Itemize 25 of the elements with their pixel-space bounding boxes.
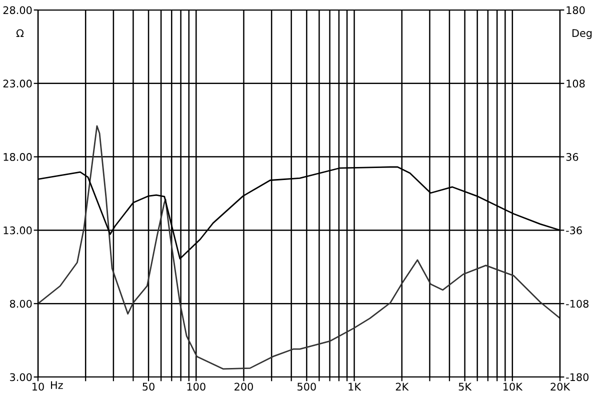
x-tick-label: 5K — [458, 382, 472, 391]
y-tick-label: 8.00 — [10, 300, 32, 308]
y2-tick-label: 180 — [566, 6, 585, 14]
x-tick-label: 500 — [298, 382, 316, 391]
y-tick-label: 18.00 — [4, 153, 32, 161]
y2-tick-label: -180 — [566, 373, 589, 382]
y-tick-label: 23.00 — [3, 80, 32, 88]
y-tick-label: 3.00 — [10, 373, 32, 382]
x-tick-label: 20K — [550, 382, 570, 391]
y-axis-title: Ω — [16, 29, 24, 37]
x-tick-label: 100 — [187, 382, 206, 391]
y2-axis-title: Deg — [572, 29, 592, 40]
y2-tick-label: 36 — [566, 153, 578, 161]
y-tick-label: 28.00 — [3, 6, 32, 14]
x-tick-label: 2K — [396, 382, 409, 390]
x-tick-label: 50 — [142, 382, 154, 391]
y-tick-label: 13.00 — [4, 226, 32, 234]
x-tick-label: 200 — [234, 382, 253, 391]
x-tick-label: 1K — [348, 382, 362, 390]
x-tick-label: 10K — [504, 382, 523, 391]
y2-tick-label: 108 — [566, 80, 585, 88]
x-axis-title: Hz — [51, 381, 63, 389]
y2-tick-label: -108 — [566, 300, 588, 308]
y2-tick-label: -36 — [566, 226, 582, 234]
x-tick-label: 10 — [32, 382, 44, 391]
